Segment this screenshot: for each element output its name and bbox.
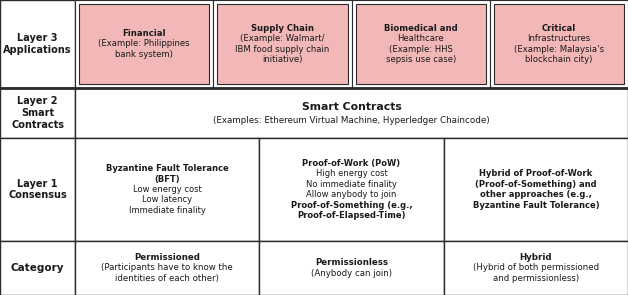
Text: Layer 1
Consensus: Layer 1 Consensus (8, 179, 67, 200)
Bar (443, 138, 628, 241)
Text: Supply Chain: Supply Chain (251, 24, 314, 33)
Text: (Proof-of-Something) and: (Proof-of-Something) and (475, 180, 597, 189)
Text: Byzantine Fault Tolerance): Byzantine Fault Tolerance) (472, 201, 599, 210)
Text: (Example: Philippines: (Example: Philippines (99, 40, 190, 48)
Bar (352, 0, 490, 88)
Bar (214, 0, 352, 88)
Text: initiative): initiative) (262, 55, 303, 64)
Text: other approaches (e.g.,: other approaches (e.g., (480, 190, 592, 199)
Bar (0, 138, 75, 241)
Text: Immediate finality: Immediate finality (129, 206, 205, 215)
Text: Proof-of-Elapsed-Time): Proof-of-Elapsed-Time) (297, 211, 406, 220)
Bar (259, 138, 443, 241)
Text: Biomedical and: Biomedical and (384, 24, 458, 33)
Text: Layer 3
Applications: Layer 3 Applications (3, 33, 72, 55)
Text: Permissionless: Permissionless (315, 258, 388, 267)
Bar (494, 4, 624, 84)
Text: Proof-of-Something (e.g.,: Proof-of-Something (e.g., (291, 201, 413, 210)
Text: IBM food supply chain: IBM food supply chain (236, 45, 330, 54)
Text: Hybrid: Hybrid (519, 253, 552, 262)
Text: and permissionless): and permissionless) (493, 274, 579, 283)
Text: identities of each other): identities of each other) (115, 274, 219, 283)
Text: Financial: Financial (122, 29, 166, 38)
Bar (75, 241, 259, 295)
Bar (217, 4, 347, 84)
Text: (Example: HHS: (Example: HHS (389, 45, 453, 54)
Text: blockchain city): blockchain city) (525, 55, 593, 64)
Bar (494, 4, 624, 84)
Text: Critical: Critical (542, 24, 576, 33)
Text: Smart Contracts: Smart Contracts (301, 102, 401, 112)
Bar (75, 88, 628, 138)
Bar (75, 0, 214, 88)
Text: High energy cost: High energy cost (316, 169, 387, 178)
Text: Category: Category (11, 263, 64, 273)
Bar (259, 241, 443, 295)
Text: (Examples: Ethereum Virtual Machine, Hyperledger Chaincode): (Examples: Ethereum Virtual Machine, Hyp… (213, 116, 490, 125)
Text: (Example: Malaysia's: (Example: Malaysia's (514, 45, 604, 54)
Text: (Example: Walmart/: (Example: Walmart/ (240, 34, 325, 43)
Text: Infrastructures: Infrastructures (528, 34, 590, 43)
Text: Permissioned: Permissioned (134, 253, 200, 262)
Text: No immediate finality: No immediate finality (306, 180, 397, 189)
Text: Hybrid of Proof-of-Work: Hybrid of Proof-of-Work (479, 169, 592, 178)
Text: (Anybody can join): (Anybody can join) (311, 269, 392, 278)
Bar (355, 4, 485, 84)
Text: sepsis use case): sepsis use case) (386, 55, 456, 64)
Text: Low latency: Low latency (142, 195, 192, 204)
Text: Layer 2
Smart
Contracts: Layer 2 Smart Contracts (11, 96, 64, 130)
Bar (490, 0, 628, 88)
Text: Allow anybody to join: Allow anybody to join (306, 190, 397, 199)
Text: bank system): bank system) (115, 50, 173, 59)
Text: Byzantine Fault Tolerance: Byzantine Fault Tolerance (106, 164, 229, 173)
Bar (0, 241, 75, 295)
Bar (79, 4, 209, 84)
Text: Proof-of-Work (PoW): Proof-of-Work (PoW) (303, 159, 401, 168)
Text: Low energy cost: Low energy cost (133, 185, 202, 194)
Text: Healthcare: Healthcare (398, 34, 444, 43)
Bar (355, 4, 485, 84)
Text: (Participants have to know the: (Participants have to know the (101, 263, 233, 273)
Text: (Hybrid of both permissioned: (Hybrid of both permissioned (473, 263, 599, 273)
Text: (BFT): (BFT) (154, 175, 180, 183)
Bar (217, 4, 347, 84)
Bar (0, 0, 75, 88)
Bar (79, 4, 209, 84)
Bar (443, 241, 628, 295)
Bar (0, 88, 75, 138)
Bar (75, 138, 259, 241)
